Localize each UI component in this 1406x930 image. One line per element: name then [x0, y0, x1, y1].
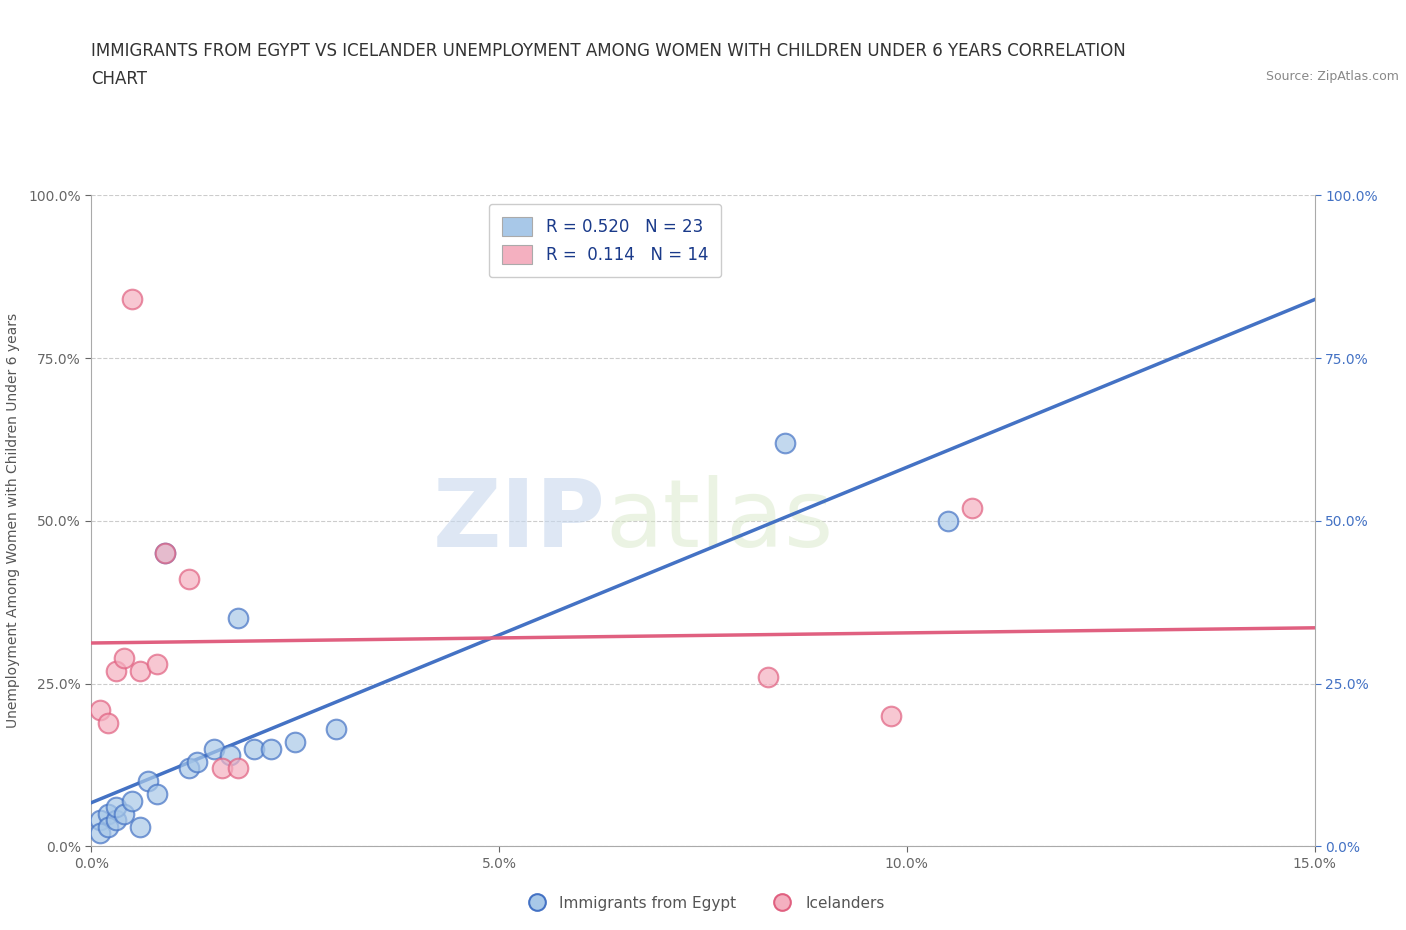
Point: [129, 663, 152, 678]
Point: [104, 800, 127, 815]
Point: [219, 748, 242, 763]
Point: [97, 715, 120, 730]
Point: [211, 761, 233, 776]
Point: [756, 670, 779, 684]
Point: [112, 806, 135, 821]
Point: [879, 709, 901, 724]
Legend: Immigrants from Egypt, Icelanders: Immigrants from Egypt, Icelanders: [515, 890, 891, 917]
Point: [226, 611, 249, 626]
Point: [243, 741, 266, 756]
Text: atlas: atlas: [605, 475, 834, 566]
Point: [202, 741, 225, 756]
Point: [129, 819, 152, 834]
Point: [145, 657, 167, 671]
Point: [773, 435, 796, 450]
Point: [104, 663, 127, 678]
Point: [97, 806, 120, 821]
Text: ZIP: ZIP: [432, 475, 605, 566]
Point: [97, 819, 120, 834]
Point: [179, 761, 201, 776]
Point: [145, 787, 167, 802]
Point: [960, 500, 983, 515]
Point: [89, 702, 111, 717]
Point: [121, 793, 143, 808]
Point: [325, 722, 347, 737]
Point: [121, 292, 143, 307]
Text: CHART: CHART: [91, 70, 148, 87]
Point: [153, 546, 176, 561]
Point: [284, 735, 307, 750]
Point: [936, 513, 959, 528]
Point: [226, 761, 249, 776]
Text: IMMIGRANTS FROM EGYPT VS ICELANDER UNEMPLOYMENT AMONG WOMEN WITH CHILDREN UNDER : IMMIGRANTS FROM EGYPT VS ICELANDER UNEMP…: [91, 42, 1126, 60]
Y-axis label: Unemployment Among Women with Children Under 6 years: Unemployment Among Women with Children U…: [6, 313, 20, 728]
Point: [104, 813, 127, 828]
Point: [89, 813, 111, 828]
Point: [112, 650, 135, 665]
Point: [186, 754, 208, 769]
Point: [153, 546, 176, 561]
Point: [138, 774, 160, 789]
Point: [179, 572, 201, 587]
Point: [89, 826, 111, 841]
Text: Source: ZipAtlas.com: Source: ZipAtlas.com: [1265, 70, 1399, 83]
Point: [260, 741, 283, 756]
